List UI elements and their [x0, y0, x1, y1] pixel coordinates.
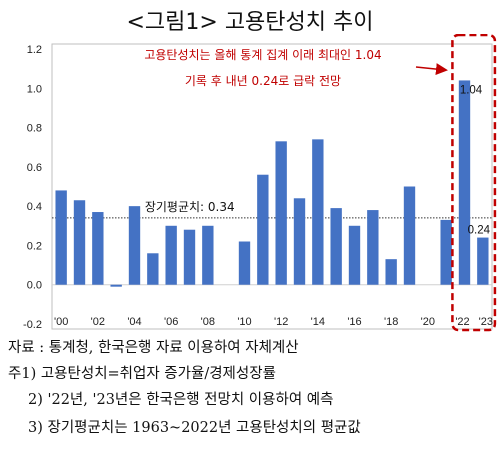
average-line-label: 장기평균치: 0.34 — [145, 200, 235, 214]
y-tick-label: 0.4 — [27, 201, 42, 213]
bar-2004 — [128, 206, 141, 285]
x-tick-label: '14 — [311, 316, 325, 328]
bar-2007 — [183, 229, 196, 285]
x-tick-label: '04 — [127, 316, 141, 328]
chart-title: <그림1> 고용탄성치 추이 — [126, 10, 374, 35]
bar-2011 — [257, 174, 269, 285]
y-tick-label: 0.0 — [27, 280, 42, 292]
data-label-2022: 1.04 — [460, 84, 483, 96]
annotation-arrow — [415, 63, 448, 76]
bar-2003 — [110, 284, 122, 287]
x-tick-label: '10 — [237, 316, 251, 328]
bar-2015 — [330, 208, 342, 285]
bar-2017 — [367, 210, 379, 285]
x-tick-label: '23 — [479, 316, 493, 328]
source-note: 자료 : 통계청, 한국은행 자료 이용하여 자체계산 — [8, 340, 299, 356]
footnote-1: 주1) 고용탄성치=취업자 증가율/경제성장률 — [8, 366, 276, 382]
bar-2008 — [202, 225, 214, 285]
x-tick-label: '02 — [91, 316, 105, 328]
bar-2002 — [92, 212, 104, 285]
annotation-line-2: 기록 후 내년 0.24로 급락 전망 — [185, 74, 341, 88]
x-tick-label: '08 — [201, 316, 215, 328]
bar-2012 — [275, 141, 287, 285]
bar-2013 — [293, 198, 306, 285]
y-tick-label: 1.2 — [27, 44, 42, 56]
footnote-2: 2) '22년, '23년은 한국은행 전망치 이용하여 예측 — [28, 392, 334, 408]
bar-2006 — [165, 225, 177, 285]
bar-chart: 1.2 1.0 0.8 0.6 0.4 0.2 0.0 -0.2 '00 '02 '04 '06 '0… — [23, 34, 497, 332]
data-label-2023: 0.24 — [468, 225, 491, 237]
x-tick-label: '00 — [54, 316, 68, 328]
x-tick-label: '06 — [164, 316, 178, 328]
y-tick-label: 0.2 — [27, 240, 42, 252]
bar-2014 — [312, 139, 324, 285]
x-tick-label: '18 — [384, 316, 398, 328]
bar-2023 — [477, 237, 489, 285]
x-tick-label: '20 — [421, 316, 435, 328]
bar-2022 — [458, 80, 471, 285]
y-tick-label: 0.6 — [27, 162, 42, 174]
footnote-3: 3) 장기평균치는 1963~2022년 고용탄성치의 평균값 — [28, 420, 361, 436]
plot-area — [51, 43, 493, 330]
bar-2005 — [147, 253, 159, 285]
annotation-line-1: 고용탄성치는 올해 통계 집계 이래 최대인 1.04 — [144, 48, 381, 62]
x-tick-label: '12 — [274, 316, 288, 328]
x-tick-label: '22 — [455, 316, 469, 328]
bar-2018 — [385, 259, 397, 285]
y-tick-label: 1.0 — [27, 83, 42, 95]
bar-2019 — [403, 186, 416, 285]
highlight-box — [451, 34, 497, 332]
bar-2010 — [238, 241, 251, 285]
y-tick-label: -0.2 — [23, 319, 42, 331]
bar-2016 — [348, 225, 361, 285]
x-tick-label: '16 — [347, 316, 361, 328]
bar-2000 — [55, 190, 67, 285]
bar-2021 — [440, 219, 452, 285]
y-tick-label: 0.8 — [27, 123, 42, 135]
bar-2001 — [73, 200, 86, 285]
